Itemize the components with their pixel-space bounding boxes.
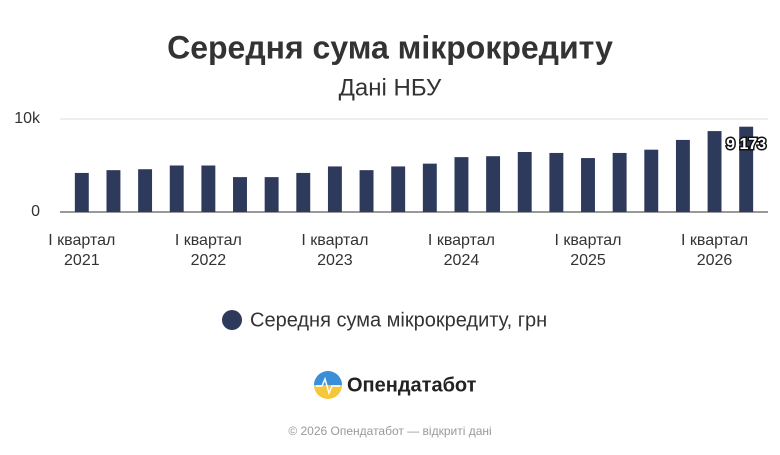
bar (201, 165, 216, 212)
bar (327, 166, 342, 212)
bar (422, 163, 437, 212)
bar (644, 149, 659, 212)
x-tick-label: І квартал 2021 (48, 232, 116, 269)
bar (739, 126, 754, 212)
bar (359, 170, 374, 212)
x-tick-label: І квартал 2025 (554, 232, 622, 269)
bar (74, 172, 89, 212)
bar (549, 152, 564, 212)
y-tick-label: 0 (31, 203, 40, 220)
bar (486, 156, 501, 212)
x-tick-label: І квартал 2023 (301, 232, 369, 269)
value-label: 9 173 (726, 136, 766, 153)
bar (707, 131, 722, 212)
chart-title: Середня сума мікрокредиту (167, 29, 613, 65)
bar (296, 172, 311, 212)
x-tick-label: І квартал 2022 (174, 232, 242, 269)
bar (581, 158, 595, 212)
bar (169, 165, 184, 212)
logo-pulse (316, 376, 340, 396)
bar (106, 170, 121, 212)
bar (138, 169, 153, 212)
bar (612, 152, 627, 212)
bar (454, 157, 469, 212)
x-tick-label: І квартал 2024 (427, 232, 495, 269)
logo-icon (314, 371, 342, 399)
y-tick-label: 10k (14, 110, 41, 127)
x-tick-label: І квартал 2026 (681, 232, 749, 269)
bar (391, 166, 406, 212)
bar (517, 152, 532, 212)
bar (675, 139, 690, 212)
legend-marker (222, 310, 242, 330)
bar (233, 177, 247, 212)
legend-label: Середня сума мікрокредиту, грн (250, 309, 547, 331)
footer: © 2026 Опендатабот — відкриті дані (288, 424, 491, 438)
chart-subtitle: Дані НБУ (339, 74, 442, 101)
bar (264, 177, 279, 212)
logo-text: Опендатабот (347, 374, 477, 396)
